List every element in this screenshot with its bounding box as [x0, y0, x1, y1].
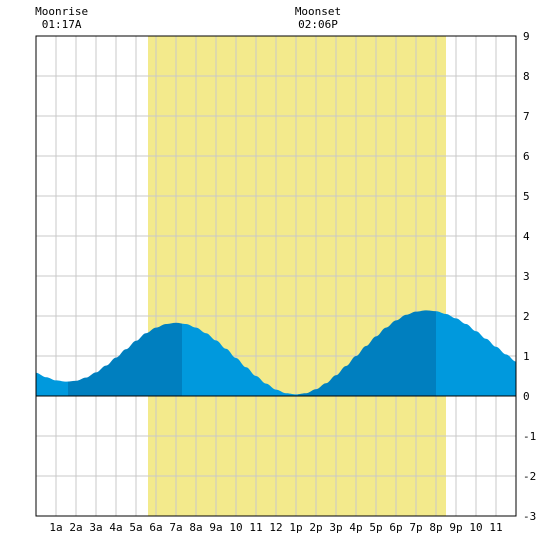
y-tick-label-0: 0: [523, 390, 530, 403]
y-tick-label--1: -1: [523, 430, 536, 443]
y-tick-label-5: 5: [523, 190, 530, 203]
x-tick-label-5p: 5p: [369, 521, 382, 534]
y-tick-label-4: 4: [523, 230, 530, 243]
y-tick-label-3: 3: [523, 270, 530, 283]
y-tick-label-7: 7: [523, 110, 530, 123]
y-tick-label-9: 9: [523, 30, 530, 43]
x-tick-label-3p: 3p: [329, 521, 342, 534]
moonrise-time: 01:17A: [42, 18, 82, 31]
x-tick-label-5a: 5a: [129, 521, 142, 534]
moonset-label: Moonset: [295, 5, 341, 18]
x-tick-label-1p: 1p: [289, 521, 302, 534]
x-tick-label-6p: 6p: [389, 521, 402, 534]
y-tick-label-8: 8: [523, 70, 530, 83]
x-tick-label-4a: 4a: [109, 521, 122, 534]
tide-area-segment-5: [436, 311, 516, 396]
frame-layer: [35, 35, 517, 517]
y-tick-label--2: -2: [523, 470, 536, 483]
y-tick-label--3: -3: [523, 510, 536, 523]
tide-area-segment-1: [36, 372, 68, 396]
tide-area-layer: [36, 310, 516, 396]
x-tick-label-11: 11: [489, 521, 502, 534]
x-tick-label-10: 10: [229, 521, 242, 534]
tide-area-segment-3: [182, 323, 298, 396]
x-tick-label-1a: 1a: [49, 521, 62, 534]
x-tick-labels: 1a 2a 3a 4a 5a 6a 7a 8a 9a 10 11 12 1p 2p 3p 4p 5p 6p 7p 8p…: [49, 521, 502, 534]
x-tick-label-7p: 7p: [409, 521, 422, 534]
y-tick-label-2: 2: [523, 310, 530, 323]
x-tick-label-8p: 8p: [429, 521, 442, 534]
plot-frame: [35, 35, 517, 517]
y-tick-label-1: 1: [523, 350, 530, 363]
x-tick-label-3a: 3a: [89, 521, 102, 534]
x-tick-label-4p: 4p: [349, 521, 362, 534]
tide-area-segment-2: [68, 322, 182, 396]
x-tick-label-8a: 8a: [189, 521, 202, 534]
tide-area-segment-4: [298, 310, 436, 396]
x-tick-label-7a: 7a: [169, 521, 182, 534]
x-tick-label-9a: 9a: [209, 521, 222, 534]
moonrise-label: Moonrise: [35, 5, 88, 18]
y-tick-labels: -3 -2 -1 0 1 2 3 4 5 6 7 8 9: [523, 30, 536, 523]
x-tick-label-10: 10: [469, 521, 482, 534]
moonset-time: 02:06P: [298, 18, 338, 31]
x-tick-label-9p: 9p: [449, 521, 462, 534]
x-tick-label-11: 11: [249, 521, 262, 534]
x-tick-label-12: 12: [269, 521, 282, 534]
x-tick-label-2a: 2a: [69, 521, 82, 534]
x-tick-label-6a: 6a: [149, 521, 162, 534]
y-tick-label-6: 6: [523, 150, 530, 163]
x-tick-label-2p: 2p: [309, 521, 322, 534]
